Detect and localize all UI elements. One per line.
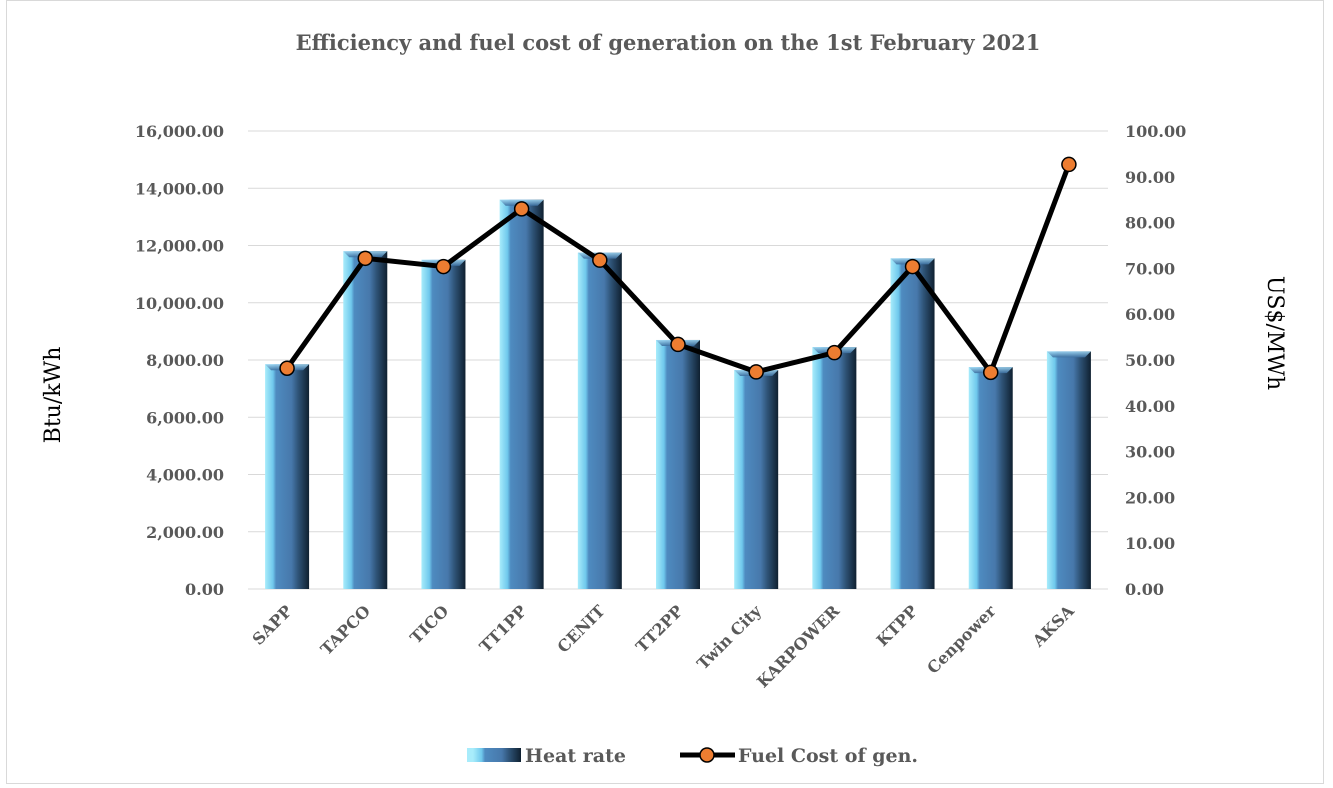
y2-tick-label: 60.00 — [1125, 305, 1175, 324]
fuel-cost-point[interactable] — [592, 252, 608, 268]
fuel-cost-point[interactable] — [982, 364, 999, 381]
legend-swatch-edge — [467, 748, 473, 762]
y-tick-label: 2,000.00 — [146, 523, 224, 542]
y-tick-label: 10,000.00 — [135, 294, 224, 313]
y-tick-label: 8,000.00 — [146, 351, 224, 370]
y2-tick-label: 80.00 — [1125, 214, 1175, 233]
fuel-cost-point[interactable] — [513, 201, 530, 217]
y2-tick-label: 20.00 — [1125, 488, 1175, 507]
y-tick-label: 14,000.00 — [135, 179, 224, 198]
fuel-cost-point[interactable] — [904, 258, 921, 275]
left-axis-title: Btu/kWh — [41, 347, 66, 444]
x-tick-label: TICO — [406, 601, 452, 647]
bar-heat-rate[interactable] — [577, 252, 622, 589]
bar-heat-rate[interactable] — [343, 251, 388, 589]
bar-heat-rate[interactable] — [656, 339, 700, 589]
x-tick-label: TAPCO — [317, 601, 374, 658]
x-tick-label: KTPP — [873, 601, 922, 650]
heat-rate-bars — [265, 199, 1091, 589]
y2-tick-label: 100.00 — [1125, 122, 1186, 141]
legend: Heat rate Fuel Cost of gen. — [467, 745, 918, 767]
y2-tick-label: 30.00 — [1125, 443, 1175, 462]
right-axis-ticks: 0.00 10.00 20.00 30.00 40.00 50.00 60.00 70.00 8… — [1125, 122, 1186, 599]
x-tick-label: TT1PP — [476, 601, 531, 656]
y2-tick-label: 70.00 — [1125, 259, 1175, 278]
category-axis-ticks: SAPP TAPCO TICO TT1PP CENIT TT2PP Twin CityKAR… — [249, 601, 1079, 692]
y2-tick-label: 90.00 — [1125, 168, 1175, 187]
y2-tick-label: 10.00 — [1125, 534, 1175, 553]
chart-title: Efficiency and fuel cost of generation o… — [296, 30, 1041, 55]
y2-tick-label: 0.00 — [1125, 580, 1164, 599]
y-tick-label: 12,000.00 — [135, 237, 224, 256]
right-axis-title: US$/MWh — [1262, 276, 1287, 390]
y2-tick-label: 40.00 — [1125, 397, 1175, 416]
fuel-cost-point[interactable] — [748, 364, 764, 380]
fuel-cost-point[interactable] — [279, 360, 295, 376]
y-tick-label: 6,000.00 — [146, 408, 224, 427]
legend-item-fuel-cost[interactable]: Fuel Cost of gen. — [680, 745, 918, 767]
y-tick-label: 4,000.00 — [146, 466, 224, 485]
bar-heat-rate[interactable] — [421, 259, 466, 589]
bar-heat-rate[interactable] — [968, 367, 1013, 589]
x-tick-label: Cenpower — [923, 601, 1000, 678]
fuel-cost-point[interactable] — [1061, 156, 1077, 173]
legend-label-fuel-cost: Fuel Cost of gen. — [738, 745, 918, 767]
legend-item-heat-rate[interactable]: Heat rate — [467, 745, 626, 767]
fuel-cost-point[interactable] — [826, 344, 843, 361]
y-tick-label: 0.00 — [185, 580, 224, 599]
x-tick-label: SAPP — [249, 601, 296, 648]
x-tick-label: CENIT — [554, 601, 609, 656]
bar-heat-rate[interactable] — [1046, 351, 1091, 589]
y-tick-label: 16,000.00 — [135, 122, 224, 141]
fuel-cost-line — [279, 156, 1077, 381]
legend-marker-fuel-cost — [699, 747, 715, 763]
y2-tick-label: 50.00 — [1125, 351, 1175, 370]
bar-heat-rate[interactable] — [265, 364, 310, 589]
bar-heat-rate[interactable] — [499, 199, 544, 589]
x-tick-label: AKSA — [1028, 601, 1078, 651]
fuel-cost-point[interactable] — [670, 336, 686, 353]
bar-heat-rate[interactable] — [812, 347, 857, 589]
fuel-cost-point[interactable] — [357, 250, 374, 267]
x-tick-label: Twin City — [693, 601, 765, 673]
x-tick-label: KARPOWER — [753, 601, 844, 692]
x-tick-label: TT2PP — [632, 601, 687, 656]
legend-label-heat-rate: Heat rate — [525, 745, 626, 767]
bar-bevel — [1046, 351, 1091, 358]
legend-swatch-heat-rate — [473, 748, 521, 762]
fuel-cost-point[interactable] — [435, 258, 452, 275]
gridlines — [248, 130, 1108, 590]
left-axis-ticks: 0.00 2,000.00 4,000.00 6,000.00 8,000.00 10,0… — [135, 122, 224, 599]
bar-heat-rate[interactable] — [734, 370, 779, 589]
bar-heat-rate[interactable] — [890, 258, 935, 589]
